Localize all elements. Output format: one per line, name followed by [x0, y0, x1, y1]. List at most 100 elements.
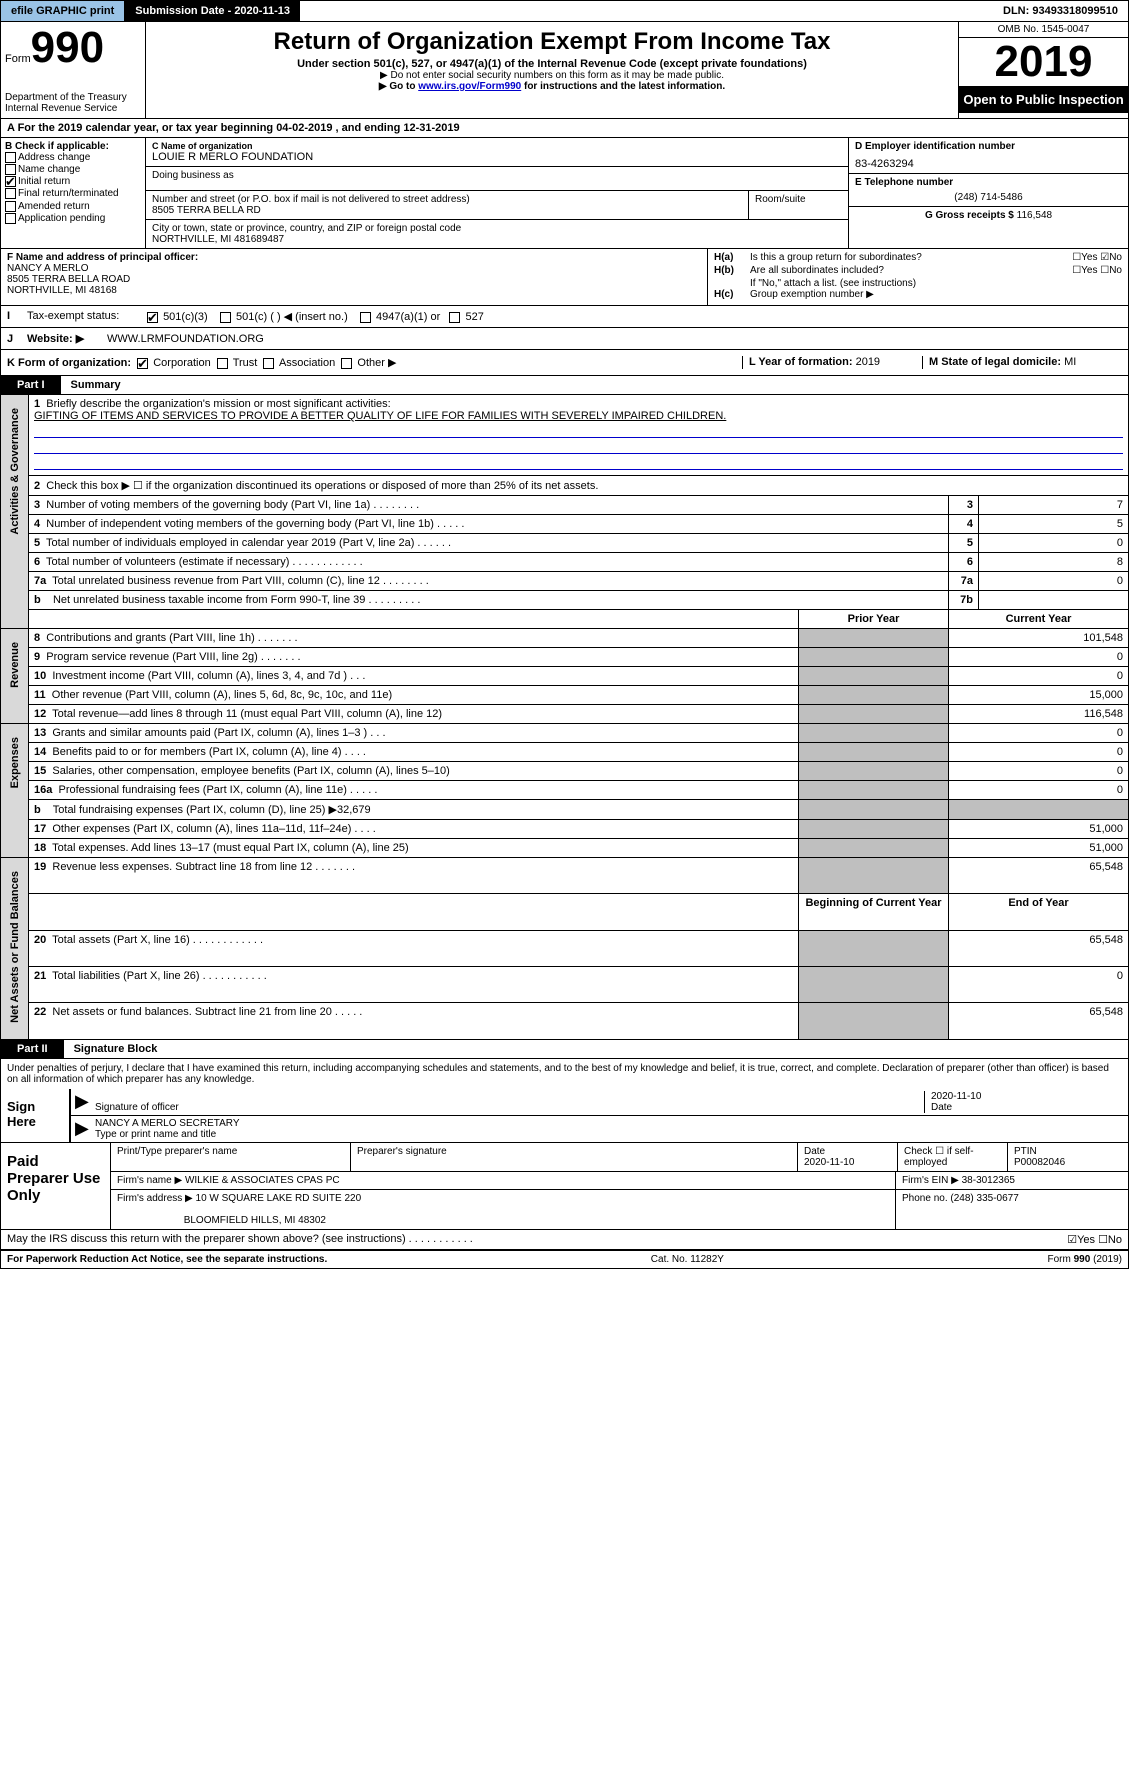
cb-assoc[interactable] — [263, 358, 274, 369]
l7a-val: 0 — [979, 572, 1129, 591]
officer-city: NORTHVILLE, MI 48168 — [7, 285, 701, 296]
officer-addr: 8505 TERRA BELLA ROAD — [7, 274, 701, 285]
cb-other[interactable] — [341, 358, 352, 369]
cb-initial-return[interactable] — [5, 176, 16, 187]
officer-name: NANCY A MERLO — [7, 263, 701, 274]
form-footer: Form 990 (2019) — [1048, 1254, 1122, 1265]
firm-ein: 38-3012365 — [962, 1175, 1015, 1186]
subtitle-2: ▶ Do not enter social security numbers o… — [152, 70, 952, 81]
part1-tab: Part I — [1, 376, 61, 394]
form-word: Form — [5, 53, 31, 65]
l11-cur: 15,000 — [949, 686, 1129, 705]
year-formation: 2019 — [856, 356, 880, 368]
cb-trust[interactable] — [217, 358, 228, 369]
row-a: A For the 2019 calendar year, or tax yea… — [0, 119, 1129, 138]
cb-app-pending[interactable] — [5, 213, 16, 224]
cb-501c[interactable] — [220, 312, 231, 323]
firm-addr: 10 W SQUARE LAKE RD SUITE 220 — [196, 1193, 362, 1204]
b-label: B Check if applicable: — [5, 141, 141, 152]
l5-val: 0 — [979, 534, 1129, 553]
part1-title: Summary — [61, 376, 131, 394]
l14-cur: 0 — [949, 743, 1129, 762]
subtitle-1: Under section 501(c), 527, or 4947(a)(1)… — [152, 58, 952, 70]
tax-year: 2019 — [959, 38, 1128, 86]
l15-cur: 0 — [949, 762, 1129, 781]
ptin: P00082046 — [1014, 1157, 1065, 1168]
part2-tab: Part II — [1, 1040, 64, 1058]
l6-val: 8 — [979, 553, 1129, 572]
f-label: F Name and address of principal officer: — [7, 252, 701, 263]
current-year-hdr: Current Year — [949, 610, 1129, 629]
l17-cur: 51,000 — [949, 820, 1129, 839]
d-label: D Employer identification number — [855, 141, 1122, 152]
dln: DLN: 93493318099510 — [993, 1, 1128, 21]
ha-yesno[interactable]: ☐Yes ☑No — [1072, 252, 1122, 263]
firm-city: BLOOMFIELD HILLS, MI 48302 — [184, 1215, 326, 1226]
omb: OMB No. 1545-0047 — [959, 22, 1128, 38]
paid-preparer-label: Paid Preparer Use Only — [1, 1143, 111, 1229]
cat-no: Cat. No. 11282Y — [651, 1254, 724, 1265]
officer-printed: NANCY A MERLO SECRETARY — [95, 1118, 240, 1129]
mission: GIFTING OF ITEMS AND SERVICES TO PROVIDE… — [34, 410, 726, 422]
form-number: 990 — [31, 26, 104, 70]
beg-year-hdr: Beginning of Current Year — [799, 894, 949, 930]
end-year-hdr: End of Year — [949, 894, 1129, 930]
org-name: LOUIE R MERLO FOUNDATION — [152, 151, 842, 163]
website[interactable]: WWW.LRMFOUNDATION.ORG — [107, 333, 264, 345]
l13-cur: 0 — [949, 724, 1129, 743]
l21-cur: 0 — [949, 967, 1129, 1003]
discuss-yesno[interactable]: ☑Yes ☐No — [1067, 1233, 1122, 1246]
phone: (248) 714-5486 — [855, 192, 1122, 203]
city: NORTHVILLE, MI 481689487 — [152, 234, 842, 245]
ein: 83-4263294 — [855, 158, 1122, 170]
l20-cur: 65,548 — [949, 930, 1129, 966]
arrow-icon: ▶ — [75, 1091, 95, 1113]
l12-cur: 116,548 — [949, 705, 1129, 724]
subtitle-3: ▶ Go to www.irs.gov/Form990 for instruct… — [152, 81, 952, 92]
hb-note: If "No," attach a list. (see instruction… — [714, 278, 1122, 289]
cb-amended[interactable] — [5, 201, 16, 212]
dba-label: Doing business as — [146, 167, 848, 191]
perjury: Under penalties of perjury, I declare th… — [1, 1059, 1128, 1089]
cb-527[interactable] — [449, 312, 460, 323]
l10-cur: 0 — [949, 667, 1129, 686]
cb-4947[interactable] — [360, 312, 371, 323]
g-receipts: G Gross receipts $ 116,548 — [849, 207, 1128, 224]
addr-label: Number and street (or P.O. box if mail i… — [152, 194, 742, 205]
i-text: Tax-exempt status: — [27, 310, 147, 323]
cb-final-return[interactable] — [5, 188, 16, 199]
pra-notice: For Paperwork Reduction Act Notice, see … — [7, 1254, 327, 1265]
l18-cur: 51,000 — [949, 839, 1129, 858]
side-expenses: Expenses — [9, 727, 21, 798]
efile-btn[interactable]: efile GRAPHIC print — [1, 1, 125, 21]
cb-501c3[interactable] — [147, 312, 158, 323]
spacer — [300, 1, 993, 21]
cb-corp[interactable] — [137, 358, 148, 369]
submission-date: Submission Date - 2020-11-13 — [125, 1, 300, 21]
l9-cur: 0 — [949, 648, 1129, 667]
firm-name: WILKIE & ASSOCIATES CPAS PC — [185, 1175, 340, 1186]
prep-date: 2020-11-10 — [804, 1157, 854, 1168]
l7b-val — [979, 591, 1129, 610]
addr: 8505 TERRA BELLA RD — [152, 205, 742, 216]
l3-val: 7 — [979, 496, 1129, 515]
arrow-icon: ▶ — [75, 1118, 95, 1140]
dept: Department of the Treasury Internal Reve… — [5, 92, 141, 114]
firm-phone: (248) 335-0677 — [950, 1193, 1018, 1204]
hb-yesno[interactable]: ☐Yes ☐No — [1072, 265, 1122, 276]
e-label: E Telephone number — [855, 177, 1122, 188]
l16a-cur: 0 — [949, 781, 1129, 800]
prior-year-hdr: Prior Year — [799, 610, 949, 629]
l22-cur: 65,548 — [949, 1003, 1129, 1039]
side-governance: Activities & Governance — [9, 398, 21, 545]
j-text: Website: ▶ — [27, 332, 107, 345]
cb-address-change[interactable] — [5, 152, 16, 163]
side-netassets: Net Assets or Fund Balances — [9, 861, 21, 1033]
state-domicile: MI — [1064, 356, 1076, 368]
city-label: City or town, state or province, country… — [152, 223, 842, 234]
l19-cur: 65,548 — [949, 858, 1129, 894]
sign-here: Sign Here — [1, 1089, 71, 1142]
irs-link[interactable]: www.irs.gov/Form990 — [418, 81, 521, 92]
l8-cur: 101,548 — [949, 629, 1129, 648]
c-label: C Name of organization — [152, 141, 842, 151]
